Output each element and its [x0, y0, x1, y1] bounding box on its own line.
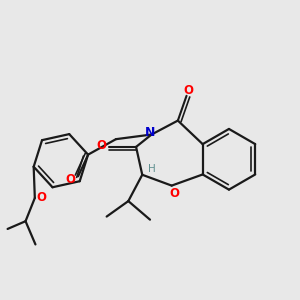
Text: H: H — [148, 164, 155, 174]
Text: O: O — [66, 173, 76, 186]
Text: N: N — [145, 127, 155, 140]
Text: O: O — [37, 190, 46, 204]
Text: O: O — [183, 84, 193, 97]
Text: O: O — [169, 187, 179, 200]
Text: O: O — [96, 139, 106, 152]
